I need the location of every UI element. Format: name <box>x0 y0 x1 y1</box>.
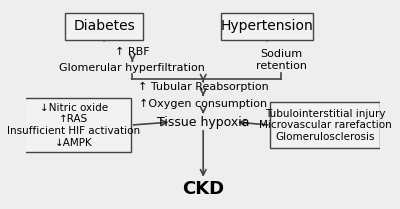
FancyBboxPatch shape <box>270 102 380 148</box>
Text: Tubulointerstitial injury
Microvascular rarefaction
Glomerulosclerosis: Tubulointerstitial injury Microvascular … <box>259 108 392 142</box>
FancyBboxPatch shape <box>65 13 143 40</box>
Text: ↑Oxygen consumption: ↑Oxygen consumption <box>139 98 267 108</box>
Text: ↓Nitric oxide
↑RAS
Insufficient HIF activation
↓AMPK: ↓Nitric oxide ↑RAS Insufficient HIF acti… <box>7 103 140 148</box>
Text: Glomerular hyperfiltration: Glomerular hyperfiltration <box>60 63 205 73</box>
Text: ↑ Tubular Reabsorption: ↑ Tubular Reabsorption <box>138 82 268 92</box>
FancyBboxPatch shape <box>221 13 313 40</box>
Text: Diabetes: Diabetes <box>73 19 135 33</box>
Text: Hypertension: Hypertension <box>220 19 313 33</box>
FancyBboxPatch shape <box>17 98 130 152</box>
Text: ↑ RBF: ↑ RBF <box>115 47 150 57</box>
Text: Tissue hypoxia: Tissue hypoxia <box>157 116 250 129</box>
Text: Sodium
retention: Sodium retention <box>256 49 307 71</box>
Text: CKD: CKD <box>182 180 224 198</box>
